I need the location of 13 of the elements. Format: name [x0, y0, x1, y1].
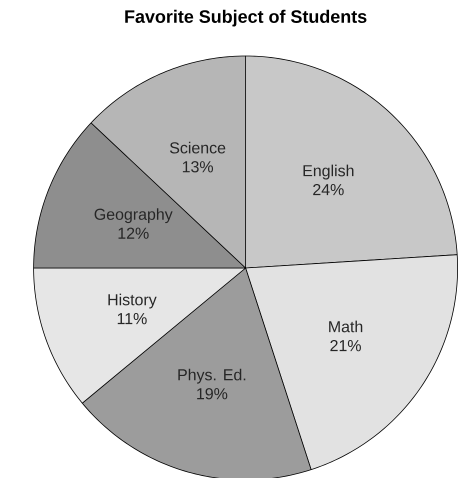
slice-label: History [108, 294, 157, 309]
data-label: 13% [183, 161, 214, 172]
data-label: 21% [330, 340, 362, 352]
slice-label: Phys. Ed. [178, 368, 246, 384]
slice-label: Geography [94, 208, 173, 224]
slice-label: English [304, 164, 354, 180]
data-label: 24% [313, 184, 344, 196]
data-label: 12% [118, 228, 149, 239]
slice-label: Science [170, 142, 226, 154]
slice-label: Math [329, 320, 362, 332]
data-label: 11% [118, 313, 147, 324]
data-label: 19% [197, 388, 228, 400]
chart-title: Favorite Subject of Students [125, 10, 367, 26]
